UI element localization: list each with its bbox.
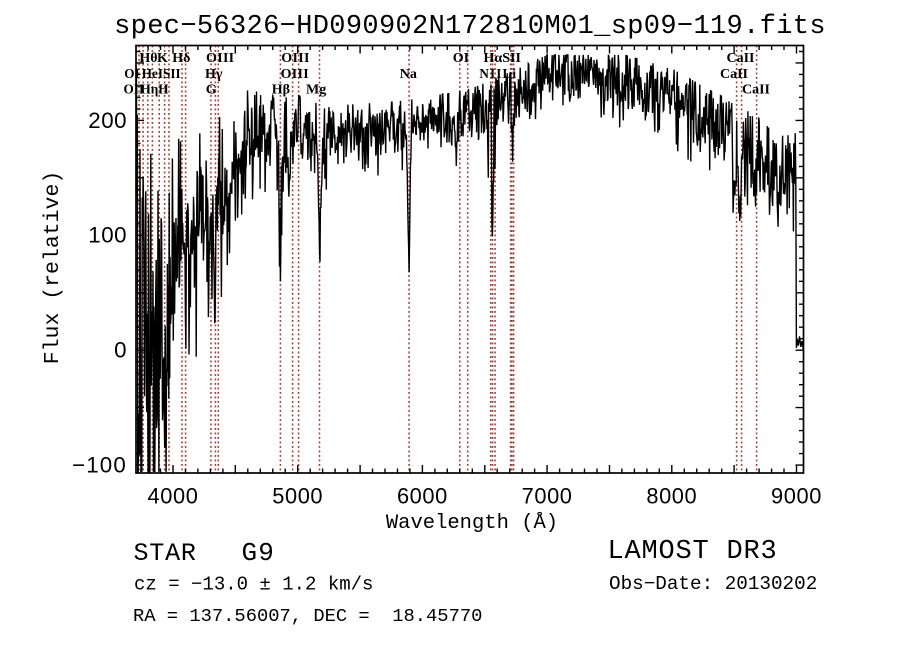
svg-text:−100: −100 bbox=[72, 453, 127, 478]
svg-text:0: 0 bbox=[114, 338, 127, 363]
svg-text:OII: OII bbox=[124, 82, 145, 97]
svg-text:K: K bbox=[157, 51, 168, 66]
svg-text:Mg: Mg bbox=[306, 83, 326, 98]
svg-text:OIII: OIII bbox=[206, 51, 234, 66]
svg-text:Wavelength (Å): Wavelength (Å) bbox=[386, 512, 558, 535]
svg-text:9000: 9000 bbox=[771, 484, 822, 509]
svg-text:STAR: STAR bbox=[134, 539, 197, 568]
svg-text:NIILi: NIILi bbox=[479, 66, 517, 81]
svg-text:OI: OI bbox=[453, 51, 469, 66]
svg-text:Hδ: Hδ bbox=[172, 51, 190, 66]
svg-text:6000: 6000 bbox=[397, 484, 448, 509]
svg-text:Hβ: Hβ bbox=[272, 83, 290, 98]
svg-text:200: 200 bbox=[88, 108, 127, 133]
svg-text:Na: Na bbox=[400, 67, 417, 82]
svg-text:CaII: CaII bbox=[727, 51, 755, 66]
svg-text:cz = −13.0 ± 1.2 km/s: cz = −13.0 ± 1.2 km/s bbox=[134, 574, 373, 596]
svg-text:CaII: CaII bbox=[720, 67, 748, 82]
svg-text:OI: OI bbox=[124, 66, 139, 81]
svg-text:LAMOST DR3: LAMOST DR3 bbox=[608, 537, 778, 567]
svg-text:spec−56326−HD090902N172810M01_: spec−56326−HD090902N172810M01_sp09−119.f… bbox=[114, 12, 826, 42]
svg-text:Flux (relative): Flux (relative) bbox=[41, 171, 65, 365]
svg-text:Obs−Date: 20130202: Obs−Date: 20130202 bbox=[609, 573, 817, 595]
svg-text:HηH: HηH bbox=[141, 82, 170, 97]
svg-text:7000: 7000 bbox=[522, 484, 573, 509]
svg-text:OIII: OIII bbox=[281, 67, 309, 82]
svg-text:Hθ: Hθ bbox=[139, 51, 157, 66]
svg-text:HαSII: HαSII bbox=[484, 51, 521, 66]
svg-text:4000: 4000 bbox=[148, 484, 199, 509]
svg-text:G9: G9 bbox=[242, 538, 276, 568]
svg-text:RA = 137.56007, DEC = 18.4577: RA = 137.56007, DEC = 18.45770 bbox=[133, 605, 482, 627]
svg-text:CaII: CaII bbox=[742, 83, 770, 98]
svg-text:100: 100 bbox=[88, 223, 127, 248]
svg-text:G: G bbox=[206, 83, 217, 98]
svg-text:HeISII: HeISII bbox=[142, 66, 181, 81]
svg-text:8000: 8000 bbox=[646, 484, 697, 509]
svg-text:Hγ: Hγ bbox=[205, 67, 223, 82]
svg-text:5000: 5000 bbox=[272, 484, 323, 509]
svg-text:OIII: OIII bbox=[281, 51, 309, 66]
